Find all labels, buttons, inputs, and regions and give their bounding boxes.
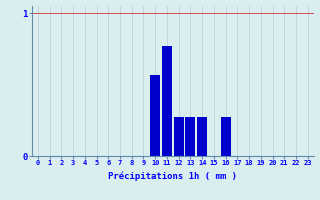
Bar — [197, 117, 207, 156]
X-axis label: Précipitations 1h ( mm ): Précipitations 1h ( mm ) — [108, 172, 237, 181]
Bar — [220, 117, 231, 156]
Bar — [162, 46, 172, 156]
Bar — [174, 117, 184, 156]
Bar — [185, 117, 196, 156]
Bar — [150, 75, 160, 156]
